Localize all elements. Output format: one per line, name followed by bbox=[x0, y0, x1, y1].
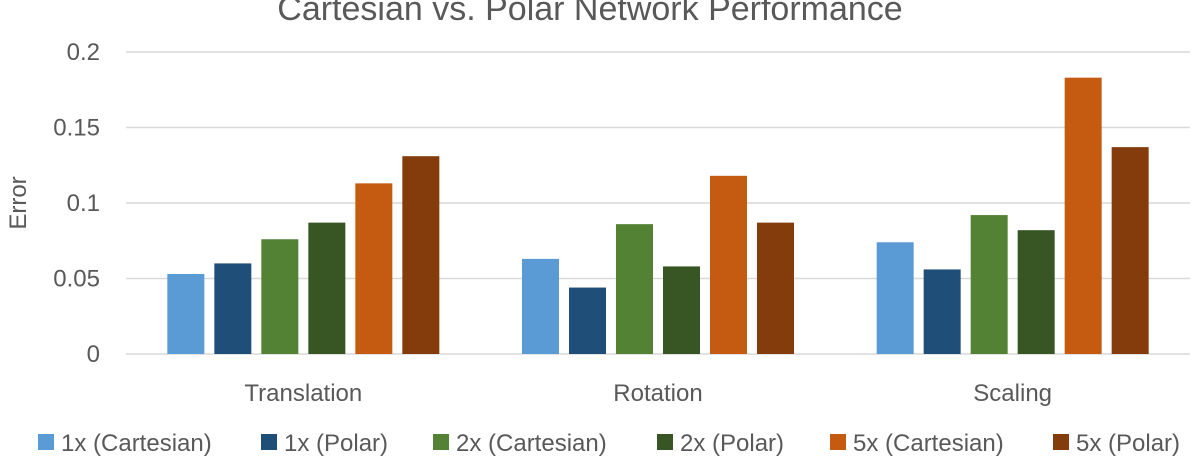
legend-item: 5x (Cartesian) bbox=[830, 430, 1004, 457]
legend-label: 5x (Polar) bbox=[1076, 430, 1180, 457]
bar-scaling-1 bbox=[923, 269, 961, 354]
bar-scaling-4 bbox=[1064, 77, 1102, 355]
bar-scaling-3 bbox=[1017, 230, 1055, 354]
bar-rotation-3 bbox=[663, 266, 700, 354]
legend-label: 2x (Cartesian) bbox=[456, 430, 607, 457]
bar-scaling-2 bbox=[970, 215, 1008, 354]
legend-swatch bbox=[830, 434, 846, 450]
bar-translation-4 bbox=[355, 183, 393, 354]
y-axis-ticks: 0 0.05 0.1 0.15 0.2 bbox=[53, 39, 100, 368]
legend-item: 2x (Polar) bbox=[657, 430, 784, 457]
legend-swatch bbox=[657, 434, 673, 450]
bar-translation-3 bbox=[308, 222, 346, 354]
legend-label: 1x (Cartesian) bbox=[61, 430, 212, 457]
legend-item: 1x (Polar) bbox=[261, 430, 388, 457]
legend-label: 1x (Polar) bbox=[284, 430, 388, 457]
legend-label: 2x (Polar) bbox=[680, 430, 784, 457]
legend-swatch bbox=[433, 434, 449, 450]
bar-translation-1 bbox=[214, 263, 252, 354]
bar-translation-2 bbox=[261, 239, 299, 354]
bars bbox=[167, 77, 1149, 355]
chart-title: Cartesian vs. Polar Network Performance bbox=[277, 0, 902, 28]
x-tick-label: Scaling bbox=[973, 380, 1052, 407]
x-axis-ticks: Translation Rotation Scaling bbox=[244, 380, 1052, 407]
x-tick-label: Rotation bbox=[613, 380, 702, 407]
bar-rotation-2 bbox=[616, 224, 653, 354]
legend-swatch bbox=[38, 434, 54, 450]
bar-rotation-4 bbox=[710, 175, 747, 354]
legend-item: 5x (Polar) bbox=[1053, 430, 1180, 457]
legend-swatch bbox=[261, 434, 277, 450]
legend-item: 2x (Cartesian) bbox=[433, 430, 607, 457]
y-tick-label: 0.1 bbox=[67, 190, 100, 217]
legend: 1x (Cartesian) 1x (Polar) 2x (Cartesian) 2x… bbox=[38, 430, 1180, 457]
bar-rotation-1 bbox=[569, 287, 606, 354]
bar-translation-0 bbox=[167, 273, 205, 354]
x-tick-label: Translation bbox=[244, 380, 362, 407]
legend-swatch bbox=[1053, 434, 1069, 450]
bar-rotation-5 bbox=[757, 222, 794, 354]
bar-scaling-0 bbox=[876, 242, 914, 354]
y-tick-label: 0.2 bbox=[67, 39, 100, 66]
y-tick-label: 0 bbox=[87, 341, 100, 368]
y-axis-label: Error bbox=[5, 176, 32, 229]
bar-rotation-0 bbox=[522, 258, 559, 354]
y-tick-label: 0.15 bbox=[53, 115, 100, 142]
bar-scaling-5 bbox=[1111, 147, 1149, 354]
bar-translation-5 bbox=[402, 156, 440, 354]
y-tick-label: 0.05 bbox=[53, 266, 100, 293]
legend-item: 1x (Cartesian) bbox=[38, 430, 212, 457]
gridlines bbox=[126, 51, 1190, 355]
legend-label: 5x (Cartesian) bbox=[853, 430, 1004, 457]
